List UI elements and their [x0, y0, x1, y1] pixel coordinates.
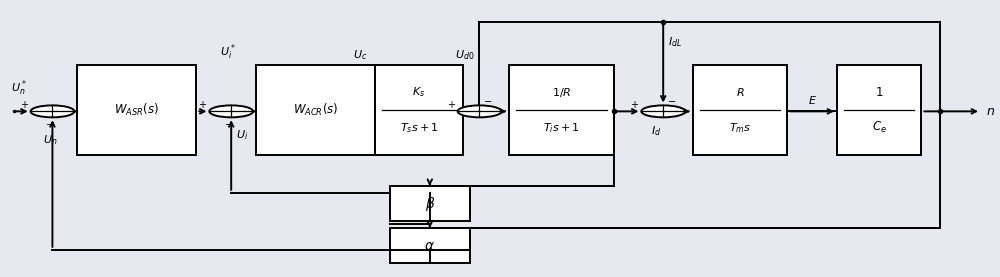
Circle shape	[641, 105, 685, 117]
Bar	[390, 228, 470, 263]
Text: $C_e$: $C_e$	[872, 120, 887, 135]
Text: $1$: $1$	[875, 86, 883, 99]
Text: $W_{ACR}(s)$: $W_{ACR}(s)$	[293, 102, 338, 118]
Text: $U_n$: $U_n$	[43, 134, 57, 147]
Text: $W_{ASR}(s)$: $W_{ASR}(s)$	[114, 102, 159, 118]
Text: $\alpha$: $\alpha$	[424, 239, 435, 253]
Text: $T_i s+1$: $T_i s+1$	[543, 121, 580, 135]
Text: $\beta$: $\beta$	[425, 195, 435, 213]
Text: $T_m s$: $T_m s$	[729, 121, 751, 135]
Bar	[256, 65, 375, 155]
Bar	[390, 186, 470, 221]
Text: $I_{dL}$: $I_{dL}$	[668, 35, 682, 49]
Text: $U_{d0}$: $U_{d0}$	[455, 49, 475, 63]
Circle shape	[458, 105, 501, 117]
Bar	[77, 65, 196, 155]
Text: $U_i$: $U_i$	[236, 128, 248, 142]
Text: $U_n^*$: $U_n^*$	[11, 78, 27, 98]
Text: +: +	[447, 100, 455, 110]
Text: $T_s s+1$: $T_s s+1$	[400, 121, 438, 135]
Text: +: +	[198, 100, 206, 110]
Text: $I_d$: $I_d$	[651, 124, 661, 138]
Text: $-$: $-$	[224, 118, 233, 128]
Circle shape	[31, 105, 74, 117]
Text: +: +	[630, 100, 638, 110]
Circle shape	[209, 105, 253, 117]
Bar	[693, 65, 787, 155]
Text: $R$: $R$	[736, 86, 745, 98]
Text: $-$: $-$	[667, 95, 676, 105]
Text: +: +	[20, 100, 28, 110]
Text: $1/R$: $1/R$	[552, 86, 571, 99]
Text: $U_c$: $U_c$	[353, 49, 367, 63]
Text: $K_s$: $K_s$	[412, 85, 425, 99]
Bar	[837, 65, 921, 155]
Bar	[509, 65, 614, 155]
Text: $-$: $-$	[483, 95, 493, 105]
Text: $-$: $-$	[45, 118, 54, 128]
Bar	[375, 65, 463, 155]
Text: $E$: $E$	[808, 94, 817, 106]
Text: $U_i^*$: $U_i^*$	[220, 43, 236, 63]
Text: $n$: $n$	[986, 105, 995, 118]
